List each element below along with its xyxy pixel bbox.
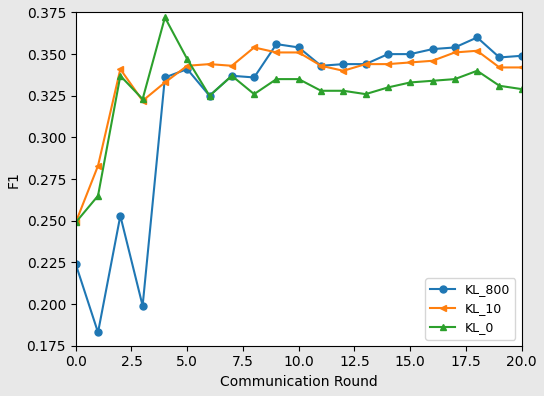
KL_10 — [407, 60, 413, 65]
KL_800 — [139, 303, 146, 308]
KL_800 — [474, 35, 480, 40]
KL_10 — [318, 63, 324, 68]
KL_0 — [139, 97, 146, 101]
KL_0 — [184, 57, 190, 61]
KL_800 — [72, 262, 79, 267]
KL_10 — [184, 63, 190, 68]
KL_10 — [362, 62, 369, 67]
KL_800 — [117, 213, 123, 218]
KL_0 — [385, 85, 391, 90]
KL_0 — [452, 77, 458, 82]
KL_800 — [518, 53, 525, 58]
KL_800 — [340, 62, 347, 67]
KL_0 — [340, 88, 347, 93]
KL_10 — [72, 220, 79, 225]
KL_10 — [206, 62, 213, 67]
X-axis label: Communication Round: Communication Round — [220, 375, 378, 389]
KL_0 — [72, 220, 79, 225]
Line: KL_10: KL_10 — [72, 44, 525, 226]
KL_0 — [318, 88, 324, 93]
KL_800 — [162, 75, 168, 80]
KL_0 — [362, 92, 369, 97]
KL_10 — [340, 69, 347, 73]
KL_10 — [295, 50, 302, 55]
KL_800 — [362, 62, 369, 67]
KL_0 — [407, 80, 413, 85]
KL_10 — [228, 63, 235, 68]
KL_800 — [206, 93, 213, 98]
KL_0 — [228, 73, 235, 78]
KL_10 — [385, 62, 391, 67]
KL_10 — [429, 58, 436, 63]
KL_10 — [496, 65, 503, 70]
KL_800 — [496, 55, 503, 60]
KL_800 — [95, 330, 101, 335]
KL_0 — [474, 69, 480, 73]
KL_10 — [162, 80, 168, 85]
KL_0 — [295, 77, 302, 82]
KL_800 — [228, 73, 235, 78]
KL_0 — [117, 73, 123, 78]
KL_0 — [518, 87, 525, 91]
KL_0 — [273, 77, 280, 82]
KL_800 — [385, 52, 391, 57]
KL_0 — [496, 84, 503, 88]
Y-axis label: F1: F1 — [7, 171, 21, 188]
KL_0 — [206, 93, 213, 98]
KL_10 — [117, 67, 123, 72]
KL_800 — [295, 45, 302, 50]
KL_10 — [273, 50, 280, 55]
KL_800 — [318, 63, 324, 68]
KL_0 — [95, 193, 101, 198]
KL_10 — [518, 65, 525, 70]
KL_800 — [273, 42, 280, 46]
KL_800 — [429, 47, 436, 51]
KL_800 — [251, 75, 257, 80]
KL_0 — [251, 92, 257, 97]
KL_10 — [139, 98, 146, 103]
KL_800 — [407, 52, 413, 57]
KL_0 — [162, 15, 168, 20]
KL_0 — [429, 78, 436, 83]
KL_800 — [184, 67, 190, 72]
KL_800 — [452, 45, 458, 50]
Legend: KL_800, KL_10, KL_0: KL_800, KL_10, KL_0 — [425, 278, 516, 339]
KL_10 — [474, 48, 480, 53]
Line: KL_800: KL_800 — [72, 34, 525, 336]
Line: KL_0: KL_0 — [72, 14, 525, 226]
KL_10 — [251, 45, 257, 50]
KL_10 — [95, 164, 101, 168]
KL_10 — [452, 50, 458, 55]
